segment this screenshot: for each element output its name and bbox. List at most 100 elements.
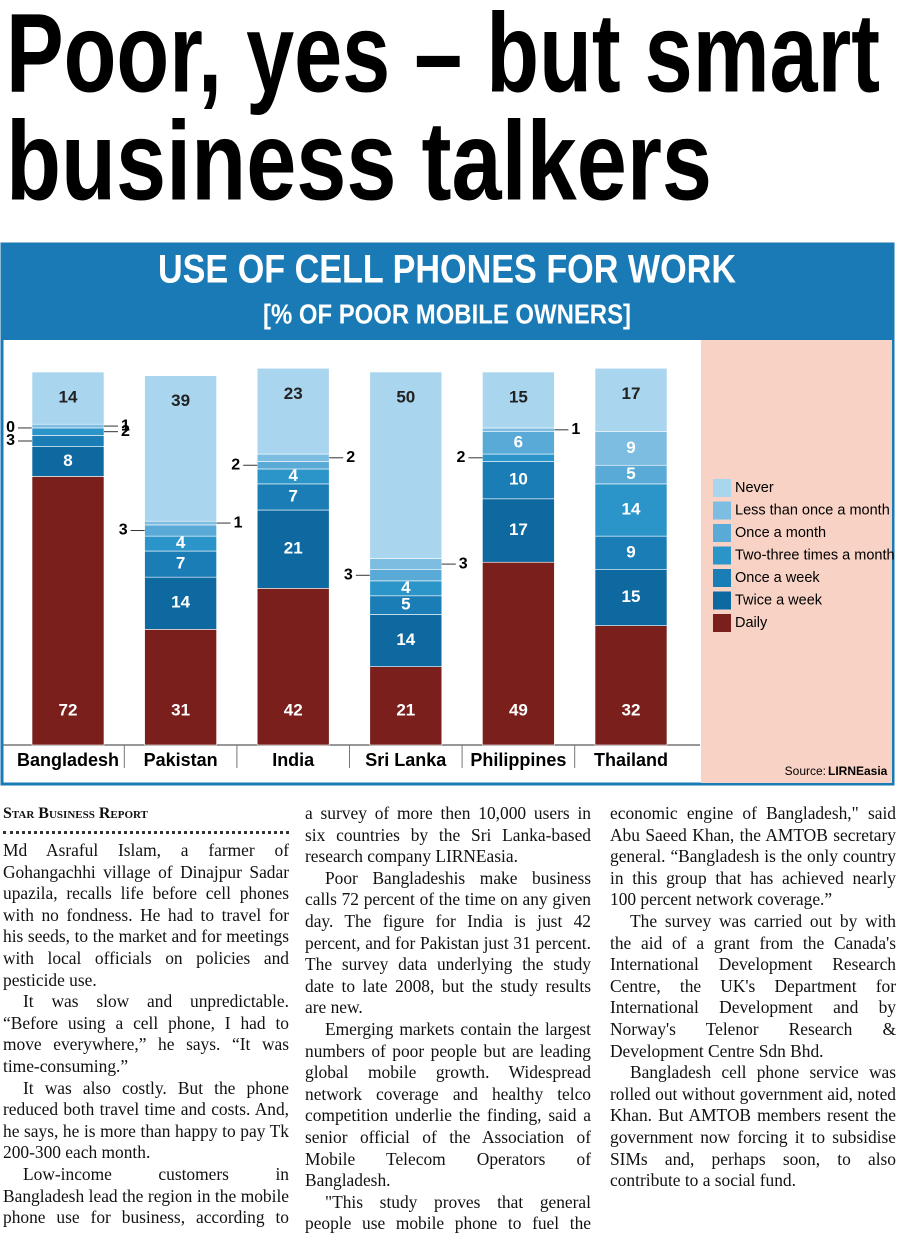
data-label: 7 [176, 554, 185, 573]
legend-swatch [713, 524, 731, 542]
chart-subtitle: [% OF POOR MOBILE OWNERS] [263, 298, 631, 329]
bar-segment [31, 435, 105, 447]
bar-segment [144, 524, 217, 537]
paragraph: It was slow and unpredictable. “Before u… [3, 991, 289, 1076]
data-label: 14 [622, 499, 641, 518]
data-label: 2 [346, 449, 355, 466]
bar-segment [482, 498, 555, 563]
data-label: 0 [6, 419, 15, 436]
bar-segment [31, 423, 105, 429]
bar-segment [256, 367, 330, 455]
headline: business talkers [6, 99, 712, 224]
x-tick-label: Philippines [470, 750, 566, 770]
data-label: 23 [284, 384, 303, 403]
data-label: 17 [509, 520, 528, 539]
bar-segment [369, 666, 443, 746]
bar-segment [482, 453, 555, 462]
legend-label: Twice a week [735, 592, 823, 608]
bar-segment [369, 569, 443, 582]
data-label: 1 [571, 421, 580, 438]
bar-segment [31, 446, 105, 477]
data-label: 17 [622, 384, 641, 403]
data-label: 7 [288, 486, 297, 505]
x-tick-label: Bangladesh [17, 750, 119, 770]
data-label: 72 [59, 700, 78, 719]
data-label: 4 [176, 533, 186, 552]
bar-segment [256, 453, 330, 462]
bar-segment [144, 375, 217, 522]
data-label: 14 [396, 630, 415, 649]
legend-swatch [713, 546, 731, 565]
data-label: 5 [401, 595, 410, 614]
article-column: a survey of more then 10,000 users in si… [305, 803, 591, 1235]
bar-segment [482, 371, 555, 429]
bar-segment [482, 461, 555, 500]
data-label: 2 [456, 449, 465, 466]
data-label: 1 [121, 417, 130, 434]
legend-label: Once a month [735, 525, 826, 541]
bar-segment [369, 558, 443, 570]
paragraph: Poor Bangladeshis make business calls 72… [305, 867, 591, 1018]
data-label: 32 [622, 700, 641, 719]
paragraph: economic engine of Bangladesh," said Abu… [610, 803, 896, 910]
data-label: 4 [288, 466, 298, 485]
legend-panel [701, 340, 892, 783]
legend-label: Once a week [735, 570, 820, 586]
data-label: 10 [509, 470, 528, 489]
chart-header [2, 244, 893, 340]
bar-segment [482, 427, 555, 432]
x-tick-label: Pakistan [144, 750, 218, 770]
bar-segment [144, 576, 217, 630]
data-label: 1 [234, 514, 243, 531]
bar-segment [256, 588, 330, 746]
paragraph: Emerging markets contain the largest num… [305, 1018, 591, 1191]
data-label: 2 [121, 423, 130, 440]
bar-segment [31, 371, 105, 425]
legend-label: Never [735, 480, 774, 496]
data-label: 50 [396, 387, 415, 406]
bar-segment [144, 629, 217, 746]
paragraph: Bangladesh cell phone service was rolled… [610, 1062, 896, 1191]
bar-segment [144, 520, 217, 526]
bar-segment [31, 476, 105, 746]
data-label: 14 [59, 387, 78, 406]
legend-label: Two-three times a month [735, 547, 895, 563]
x-tick-label: India [272, 750, 315, 770]
paragraph: The survey was carried out by with the a… [610, 910, 896, 1061]
bar-segment [144, 550, 217, 578]
source-label: Source: [785, 764, 826, 778]
x-tick-label: Sri Lanka [365, 750, 447, 770]
paragraph: Low-income customers in Bangladesh lead … [3, 1163, 289, 1228]
legend-swatch [713, 479, 731, 497]
bar-segment [482, 561, 555, 746]
legend-label: Less than once a month [735, 502, 890, 518]
data-label: 3 [344, 567, 353, 584]
chart-title: USE OF CELL PHONES FOR WORK [158, 248, 736, 292]
paragraph: It was also costly. But the phone reduce… [3, 1077, 289, 1163]
byline: Star Business Report [3, 803, 289, 834]
data-label: 21 [396, 700, 415, 719]
data-label: 4 [401, 578, 411, 597]
data-label: 9 [626, 438, 635, 457]
bar-segment [594, 367, 668, 432]
data-label: 3 [459, 555, 468, 572]
data-label: 3 [119, 522, 128, 539]
data-label: 49 [509, 700, 528, 719]
bar-segment [369, 614, 443, 667]
bar-segment [594, 625, 668, 746]
data-label: 31 [171, 700, 190, 719]
article-column: economic engine of Bangladesh," said Abu… [610, 803, 896, 1192]
legend-swatch [713, 501, 731, 520]
legend-label: Daily [735, 615, 768, 631]
data-label: 9 [626, 542, 635, 561]
bar-segment [31, 427, 105, 436]
chart-area: Poor, yes – but smart business talkers U… [0, 0, 895, 786]
data-label: 15 [622, 587, 641, 606]
bar-segment [369, 371, 443, 559]
paragraph: "This study proves that general people u… [305, 1191, 591, 1234]
data-label: 14 [171, 593, 190, 612]
data-label: 5 [626, 464, 635, 483]
x-tick-label: Thailand [594, 750, 668, 770]
bar-segment [594, 535, 668, 570]
